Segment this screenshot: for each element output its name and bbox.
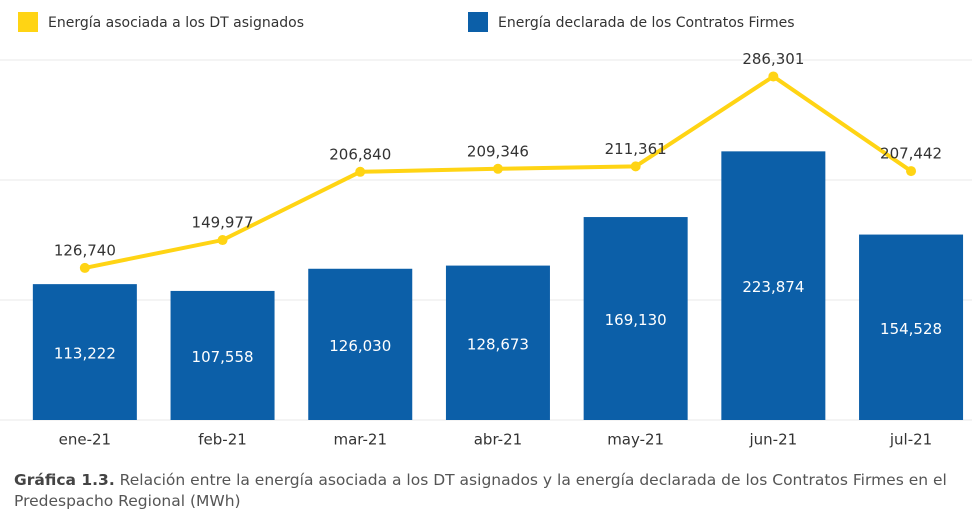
line-point (768, 71, 779, 82)
caption: Gráfica 1.3. Relación entre la energía a… (14, 470, 964, 512)
bar (170, 290, 275, 420)
bar-value-label: 169,130 (605, 311, 667, 329)
line-point (630, 161, 641, 172)
line-value-label: 207,442 (880, 145, 942, 163)
legend-label: Energía declarada de los Contratos Firme… (498, 15, 795, 31)
x-tick-label: abr-21 (474, 431, 522, 449)
line-value-label: 286,301 (742, 50, 804, 68)
bar-value-label: 154,528 (880, 320, 942, 338)
line-point (217, 235, 228, 246)
x-tick-label: mar-21 (333, 431, 387, 449)
bar-value-label: 107,558 (192, 348, 254, 366)
x-tick-label: feb-21 (198, 431, 247, 449)
line-value-label: 206,840 (329, 145, 391, 163)
bar (445, 265, 550, 420)
legend-swatch (468, 12, 488, 32)
bar (32, 284, 137, 420)
caption-label: Gráfica 1.3. (14, 471, 115, 489)
bar (308, 268, 413, 420)
line-value-label: 211,361 (605, 140, 667, 158)
line-point (79, 262, 90, 273)
x-tick-label: may-21 (607, 431, 664, 449)
line-point (906, 166, 917, 177)
bar-value-label: 126,030 (329, 337, 391, 355)
line-value-label: 126,740 (54, 241, 116, 259)
bar (721, 151, 826, 420)
line-point (492, 163, 503, 174)
x-tick-label: jul-21 (889, 431, 932, 449)
bar (583, 217, 688, 420)
chart: Energía asociada a los DT asignados Energ… (0, 12, 972, 449)
bar-value-label: 223,874 (742, 278, 804, 296)
caption-text: Relación entre la energía asociada a los… (14, 471, 947, 510)
x-tick-label: ene-21 (59, 431, 111, 449)
line-value-label: 149,977 (192, 214, 254, 232)
bar (859, 234, 964, 420)
line-point (355, 166, 366, 177)
legend-label: Energía asociada a los DT asignados (48, 15, 304, 31)
bar-value-label: 128,673 (467, 335, 529, 353)
legend-swatch (18, 12, 38, 32)
x-tick-label: jun-21 (749, 431, 798, 449)
bar-value-label: 113,222 (54, 345, 116, 363)
line-value-label: 209,346 (467, 142, 529, 160)
